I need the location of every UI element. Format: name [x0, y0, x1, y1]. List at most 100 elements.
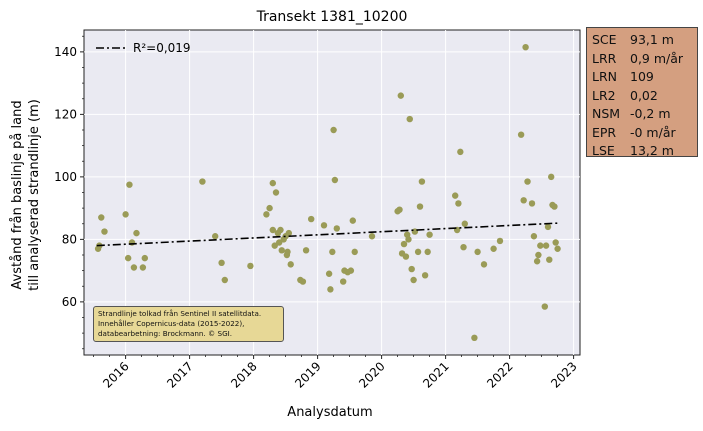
data-point: [287, 261, 294, 268]
stat-label: LSE: [592, 143, 615, 158]
stat-value: 0,9 m/år: [630, 50, 684, 66]
data-point: [416, 203, 424, 210]
data-point: [410, 276, 417, 284]
data-point: [130, 264, 138, 271]
data-point: [349, 217, 356, 224]
y-axis-ticks: 60 80 100 120 140: [54, 35, 84, 350]
data-point: [333, 225, 340, 232]
data-point: [424, 248, 431, 256]
data-point: [517, 131, 525, 138]
data-point: [276, 239, 283, 246]
data-point: [133, 229, 140, 237]
data-point: [212, 233, 219, 240]
data-point: [271, 242, 278, 249]
data-point: [397, 92, 404, 99]
chart-title: Transekt 1381_10200: [256, 9, 408, 25]
stat-label: SCE: [592, 32, 617, 47]
data-point: [480, 261, 488, 268]
data-point: [269, 179, 276, 187]
stat-row-nsm: NSM -0,2 m: [592, 105, 692, 124]
data-point: [546, 256, 553, 263]
trend-line: [96, 222, 558, 247]
x-tick-label: 2016: [100, 359, 131, 390]
data-point: [124, 254, 132, 262]
data-point: [141, 254, 148, 262]
stat-label: NSM: [592, 106, 621, 121]
y-tick-label: 120: [54, 107, 77, 121]
data-point: [533, 258, 541, 265]
y-tick-label: 140: [54, 45, 77, 59]
x-tick-label: 2020: [356, 359, 387, 390]
data-point: [283, 251, 291, 259]
stat-label: LRR: [592, 50, 617, 66]
data-point: [277, 226, 284, 234]
data-source-note: Strandlinje tolkad från Sentinel II sate…: [93, 306, 284, 342]
data-point: [329, 248, 336, 256]
y-axis-label-line-2: till analyserad strandlinje (m): [27, 99, 42, 291]
x-tick-label: 2023: [548, 359, 579, 390]
data-point: [414, 248, 422, 256]
data-point: [426, 231, 433, 238]
data-point: [551, 203, 558, 210]
data-point: [269, 226, 276, 234]
data-point: [340, 278, 347, 285]
stat-row-lse: LSE 13,2 m: [592, 142, 692, 161]
x-tick-label: 2019: [292, 359, 323, 390]
data-point: [554, 245, 561, 252]
data-point: [496, 237, 504, 245]
data-point: [126, 181, 133, 188]
data-point: [285, 229, 292, 237]
grid-lines: [84, 30, 580, 355]
stat-row-lrn: LRN 109: [592, 68, 692, 87]
data-point: [347, 267, 355, 274]
data-point: [221, 276, 228, 284]
plot-area: [83, 29, 581, 356]
data-point: [199, 178, 206, 185]
y-tick-label: 60: [62, 295, 77, 309]
x-tick-label: 2022: [484, 359, 515, 390]
stat-value: -0,2 m: [630, 106, 671, 121]
stat-value: 13,2 m: [630, 143, 674, 158]
stat-row-sce: SCE 93,1 m: [592, 31, 692, 50]
stat-value: 0,02: [630, 87, 658, 103]
data-point: [524, 178, 531, 185]
stat-label: LR2: [592, 87, 616, 103]
stat-value: 93,1 m: [630, 32, 674, 47]
data-point: [552, 239, 559, 246]
stat-value: 109: [630, 69, 654, 84]
data-point: [402, 253, 410, 260]
data-point: [101, 228, 108, 235]
x-tick-label: 2021: [420, 359, 451, 390]
data-point: [457, 148, 464, 156]
data-point: [302, 247, 310, 254]
data-point: [535, 251, 542, 259]
data-point: [278, 247, 285, 254]
x-axis-label: Analysdatum: [287, 405, 372, 420]
x-tick-label: 2017: [164, 359, 195, 390]
note-line-3: databearbetning: Brockmann. © SGI.: [98, 329, 233, 338]
data-point: [541, 303, 548, 310]
data-point: [368, 233, 376, 240]
data-point: [325, 270, 333, 277]
data-point: [474, 248, 481, 256]
statistics-box: SCE 93,1 m LRR 0,9 m/år LRN 109 LR2 0,02 NSM -0,2…: [586, 27, 698, 158]
stat-row-lrr: LRR 0,9 m/år: [592, 50, 692, 69]
data-point: [327, 286, 334, 293]
data-point: [418, 178, 426, 185]
data-point: [520, 197, 527, 204]
data-point: [330, 126, 337, 134]
note-line-2: Innehåller Copernicus-data (2015-2022),: [98, 319, 245, 328]
data-point: [455, 200, 462, 207]
data-point: [218, 259, 225, 267]
legend: R²=0,019: [96, 41, 191, 55]
data-point: [530, 233, 538, 240]
data-point: [452, 192, 459, 199]
y-tick-label: 80: [62, 232, 77, 246]
data-point: [471, 334, 478, 342]
data-point: [331, 176, 339, 184]
x-axis-ticks: 2016 2017 2018 2019 2020 2021 2022 2023: [93, 355, 580, 391]
data-point: [122, 211, 129, 218]
data-point: [320, 222, 328, 229]
data-point: [272, 189, 280, 196]
